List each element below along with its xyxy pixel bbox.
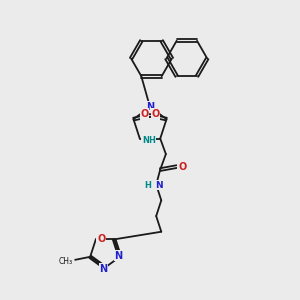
Text: N: N xyxy=(99,264,108,274)
Text: O: O xyxy=(178,162,186,172)
Text: N: N xyxy=(155,181,162,190)
Text: O: O xyxy=(97,234,105,244)
Text: N: N xyxy=(114,250,122,261)
Text: NH: NH xyxy=(142,136,156,145)
Text: N: N xyxy=(146,102,154,112)
Text: H: H xyxy=(144,181,151,190)
Text: O: O xyxy=(140,109,149,119)
Text: CH₃: CH₃ xyxy=(58,257,73,266)
Text: O: O xyxy=(151,109,160,119)
